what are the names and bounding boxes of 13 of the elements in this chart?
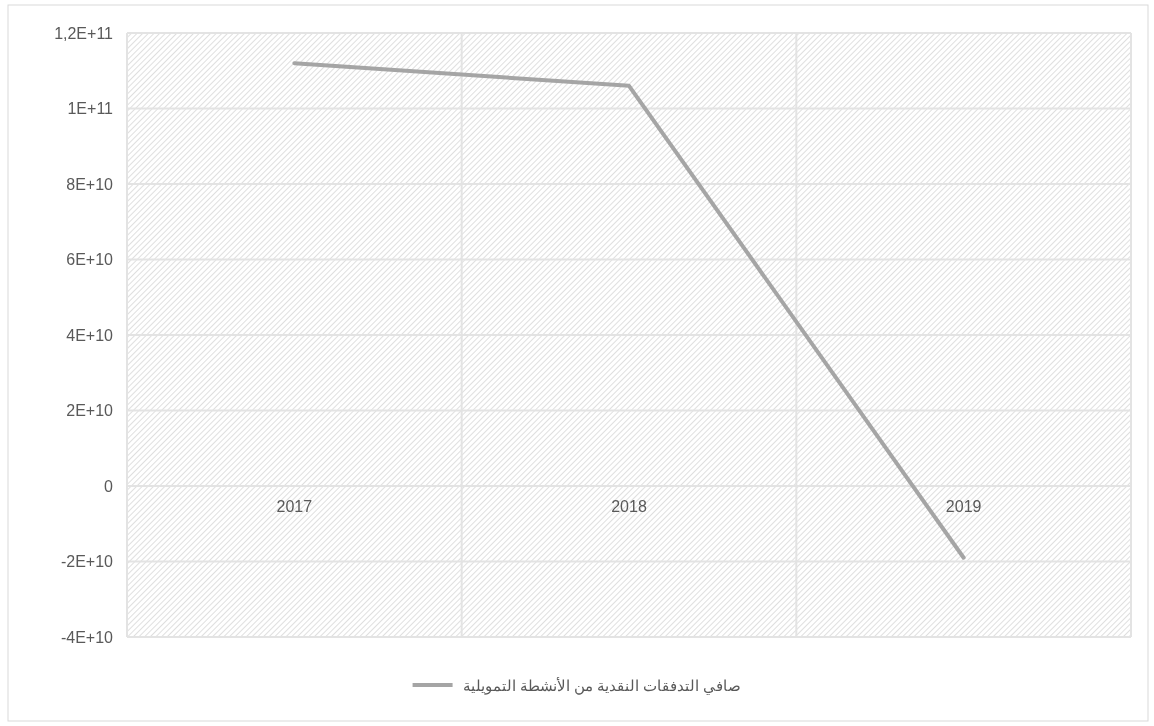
y-tick-label: 0 xyxy=(104,477,114,495)
y-tick-label: -2E+10 xyxy=(60,553,114,570)
y-tick-label: 1,2E+11 xyxy=(54,24,114,42)
y-tick-label: 6E+10 xyxy=(66,251,114,268)
y-tick-label: 1E+11 xyxy=(67,100,114,117)
y-tick-label: 2E+10 xyxy=(66,402,114,419)
x-tick-label: 2017 xyxy=(276,498,313,515)
y-tick-label: 4E+10 xyxy=(66,326,114,344)
x-tick-label: 2019 xyxy=(945,498,982,515)
x-tick-label: 2018 xyxy=(611,498,647,515)
y-tick-label: 8E+10 xyxy=(66,175,114,193)
y-tick-label: -4E+10 xyxy=(60,628,114,646)
legend-label: صافي التدفقات النقدية من الأنشطة التمويلية xyxy=(462,676,742,695)
